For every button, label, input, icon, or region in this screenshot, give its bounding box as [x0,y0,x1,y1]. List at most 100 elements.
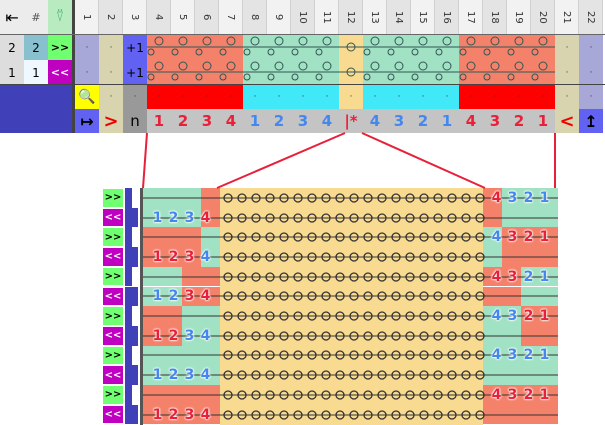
stitch-cell[interactable] [459,35,483,60]
color-cell[interactable]: · [267,85,291,109]
direction-button[interactable]: >> [48,35,72,60]
magnifier-icon[interactable]: 🔍 [75,85,99,109]
detail-direction-button[interactable]: >> [103,228,123,247]
stitch-cell[interactable] [219,60,243,85]
column-header[interactable]: 1 [75,0,99,34]
stitch-number[interactable]: 1 [243,109,267,133]
column-header[interactable]: 18 [483,0,507,34]
column-header[interactable]: 19 [507,0,531,34]
column-header[interactable]: 17 [459,0,483,34]
stitch-cell[interactable] [411,35,435,60]
detail-direction-button[interactable]: << [103,366,123,384]
column-header[interactable]: 21 [555,0,579,34]
column-header[interactable]: 4 [147,0,171,34]
color-cell[interactable]: · [291,85,315,109]
color-cell[interactable]: · [195,85,219,109]
stitch-number[interactable]: 2 [171,109,195,133]
row-count[interactable]: 2 [24,35,48,60]
stitch-cell[interactable] [411,60,435,85]
direction-button[interactable]: << [48,60,72,85]
stitch-cell[interactable] [387,35,411,60]
stitch-number[interactable]: 3 [195,109,219,133]
detail-direction-button[interactable]: >> [103,386,123,404]
detail-direction-button[interactable]: << [103,326,123,345]
detail-direction-button[interactable]: >> [103,189,123,207]
cell[interactable]: · [75,35,99,60]
color-cell[interactable]: · [363,85,387,109]
stitch-number[interactable]: 3 [483,109,507,133]
column-header[interactable]: 16 [435,0,459,34]
detail-direction-button[interactable]: << [103,287,123,306]
color-cell[interactable]: · [243,85,267,109]
column-header[interactable]: 22 [579,0,603,34]
stitch-number[interactable]: 3 [291,109,315,133]
column-header[interactable]: 14 [387,0,411,34]
cell-increase[interactable]: +1 [123,60,147,85]
column-header[interactable]: 11 [315,0,339,34]
color-cell[interactable]: · [339,85,363,109]
stitch-cell[interactable] [339,60,363,85]
stitch-cell[interactable] [459,60,483,85]
stitch-number[interactable]: 2 [507,109,531,133]
stitch-cell[interactable] [171,60,195,85]
stitch-cell[interactable] [195,35,219,60]
detail-direction-button[interactable]: << [103,248,123,266]
stitch-cell[interactable] [435,35,459,60]
first-row-icon[interactable]: ⇤ [0,0,24,34]
column-header[interactable]: 13 [363,0,387,34]
stitch-number[interactable]: 4 [315,109,339,133]
color-cell[interactable]: · [531,85,555,109]
stitch-cell[interactable] [531,60,555,85]
stitch-cell[interactable] [171,35,195,60]
stitch-cell[interactable] [387,60,411,85]
cell[interactable]: · [99,60,123,85]
detail-direction-button[interactable]: >> [103,307,123,325]
stitch-cell[interactable] [291,60,315,85]
cell[interactable]: · [99,35,123,60]
color-cell[interactable]: · [507,85,531,109]
stitch-cell[interactable] [507,35,531,60]
column-header[interactable]: 5 [171,0,195,34]
end-arrow-icon[interactable]: ↥ [579,109,603,133]
stitch-cell[interactable] [195,60,219,85]
stitch-number[interactable]: 4 [219,109,243,133]
color-cell[interactable]: · [483,85,507,109]
column-header[interactable]: 8 [243,0,267,34]
stitch-cell[interactable] [363,35,387,60]
stitch-cell[interactable] [483,35,507,60]
color-cell[interactable]: · [171,85,195,109]
cell[interactable]: · [75,60,99,85]
stitch-number[interactable]: 4 [459,109,483,133]
row-count[interactable]: 1 [24,60,48,85]
stitch-number[interactable]: 1 [147,109,171,133]
column-header[interactable]: 3 [123,0,147,34]
stitch-cell[interactable] [243,60,267,85]
stitch-cell[interactable] [435,60,459,85]
cell[interactable]: · [555,60,579,85]
color-cell[interactable]: · [315,85,339,109]
stitch-number[interactable]: 4 [363,109,387,133]
cell[interactable]: · [579,35,603,60]
stitch-cell[interactable] [483,60,507,85]
color-cell[interactable]: · [219,85,243,109]
stitch-number[interactable]: |* [339,109,363,133]
column-header[interactable]: 10 [291,0,315,34]
cell-increase[interactable]: +1 [123,35,147,60]
stitch-cell[interactable] [507,60,531,85]
stitch-number[interactable]: 1 [531,109,555,133]
stitch-number[interactable]: 3 [387,109,411,133]
column-header[interactable]: 20 [531,0,555,34]
column-header[interactable]: 6 [195,0,219,34]
stitch-cell[interactable] [291,35,315,60]
stitch-cell[interactable] [243,35,267,60]
column-header[interactable]: 12 [339,0,363,34]
color-cell[interactable]: · [147,85,171,109]
stitch-cell[interactable] [339,35,363,60]
color-cell[interactable]: · [411,85,435,109]
stitch-number[interactable]: 2 [411,109,435,133]
stitch-cell[interactable] [363,60,387,85]
stitch-cell[interactable] [147,60,171,85]
column-header[interactable]: 15 [411,0,435,34]
stitch-cell[interactable] [267,35,291,60]
column-header[interactable]: 9 [267,0,291,34]
